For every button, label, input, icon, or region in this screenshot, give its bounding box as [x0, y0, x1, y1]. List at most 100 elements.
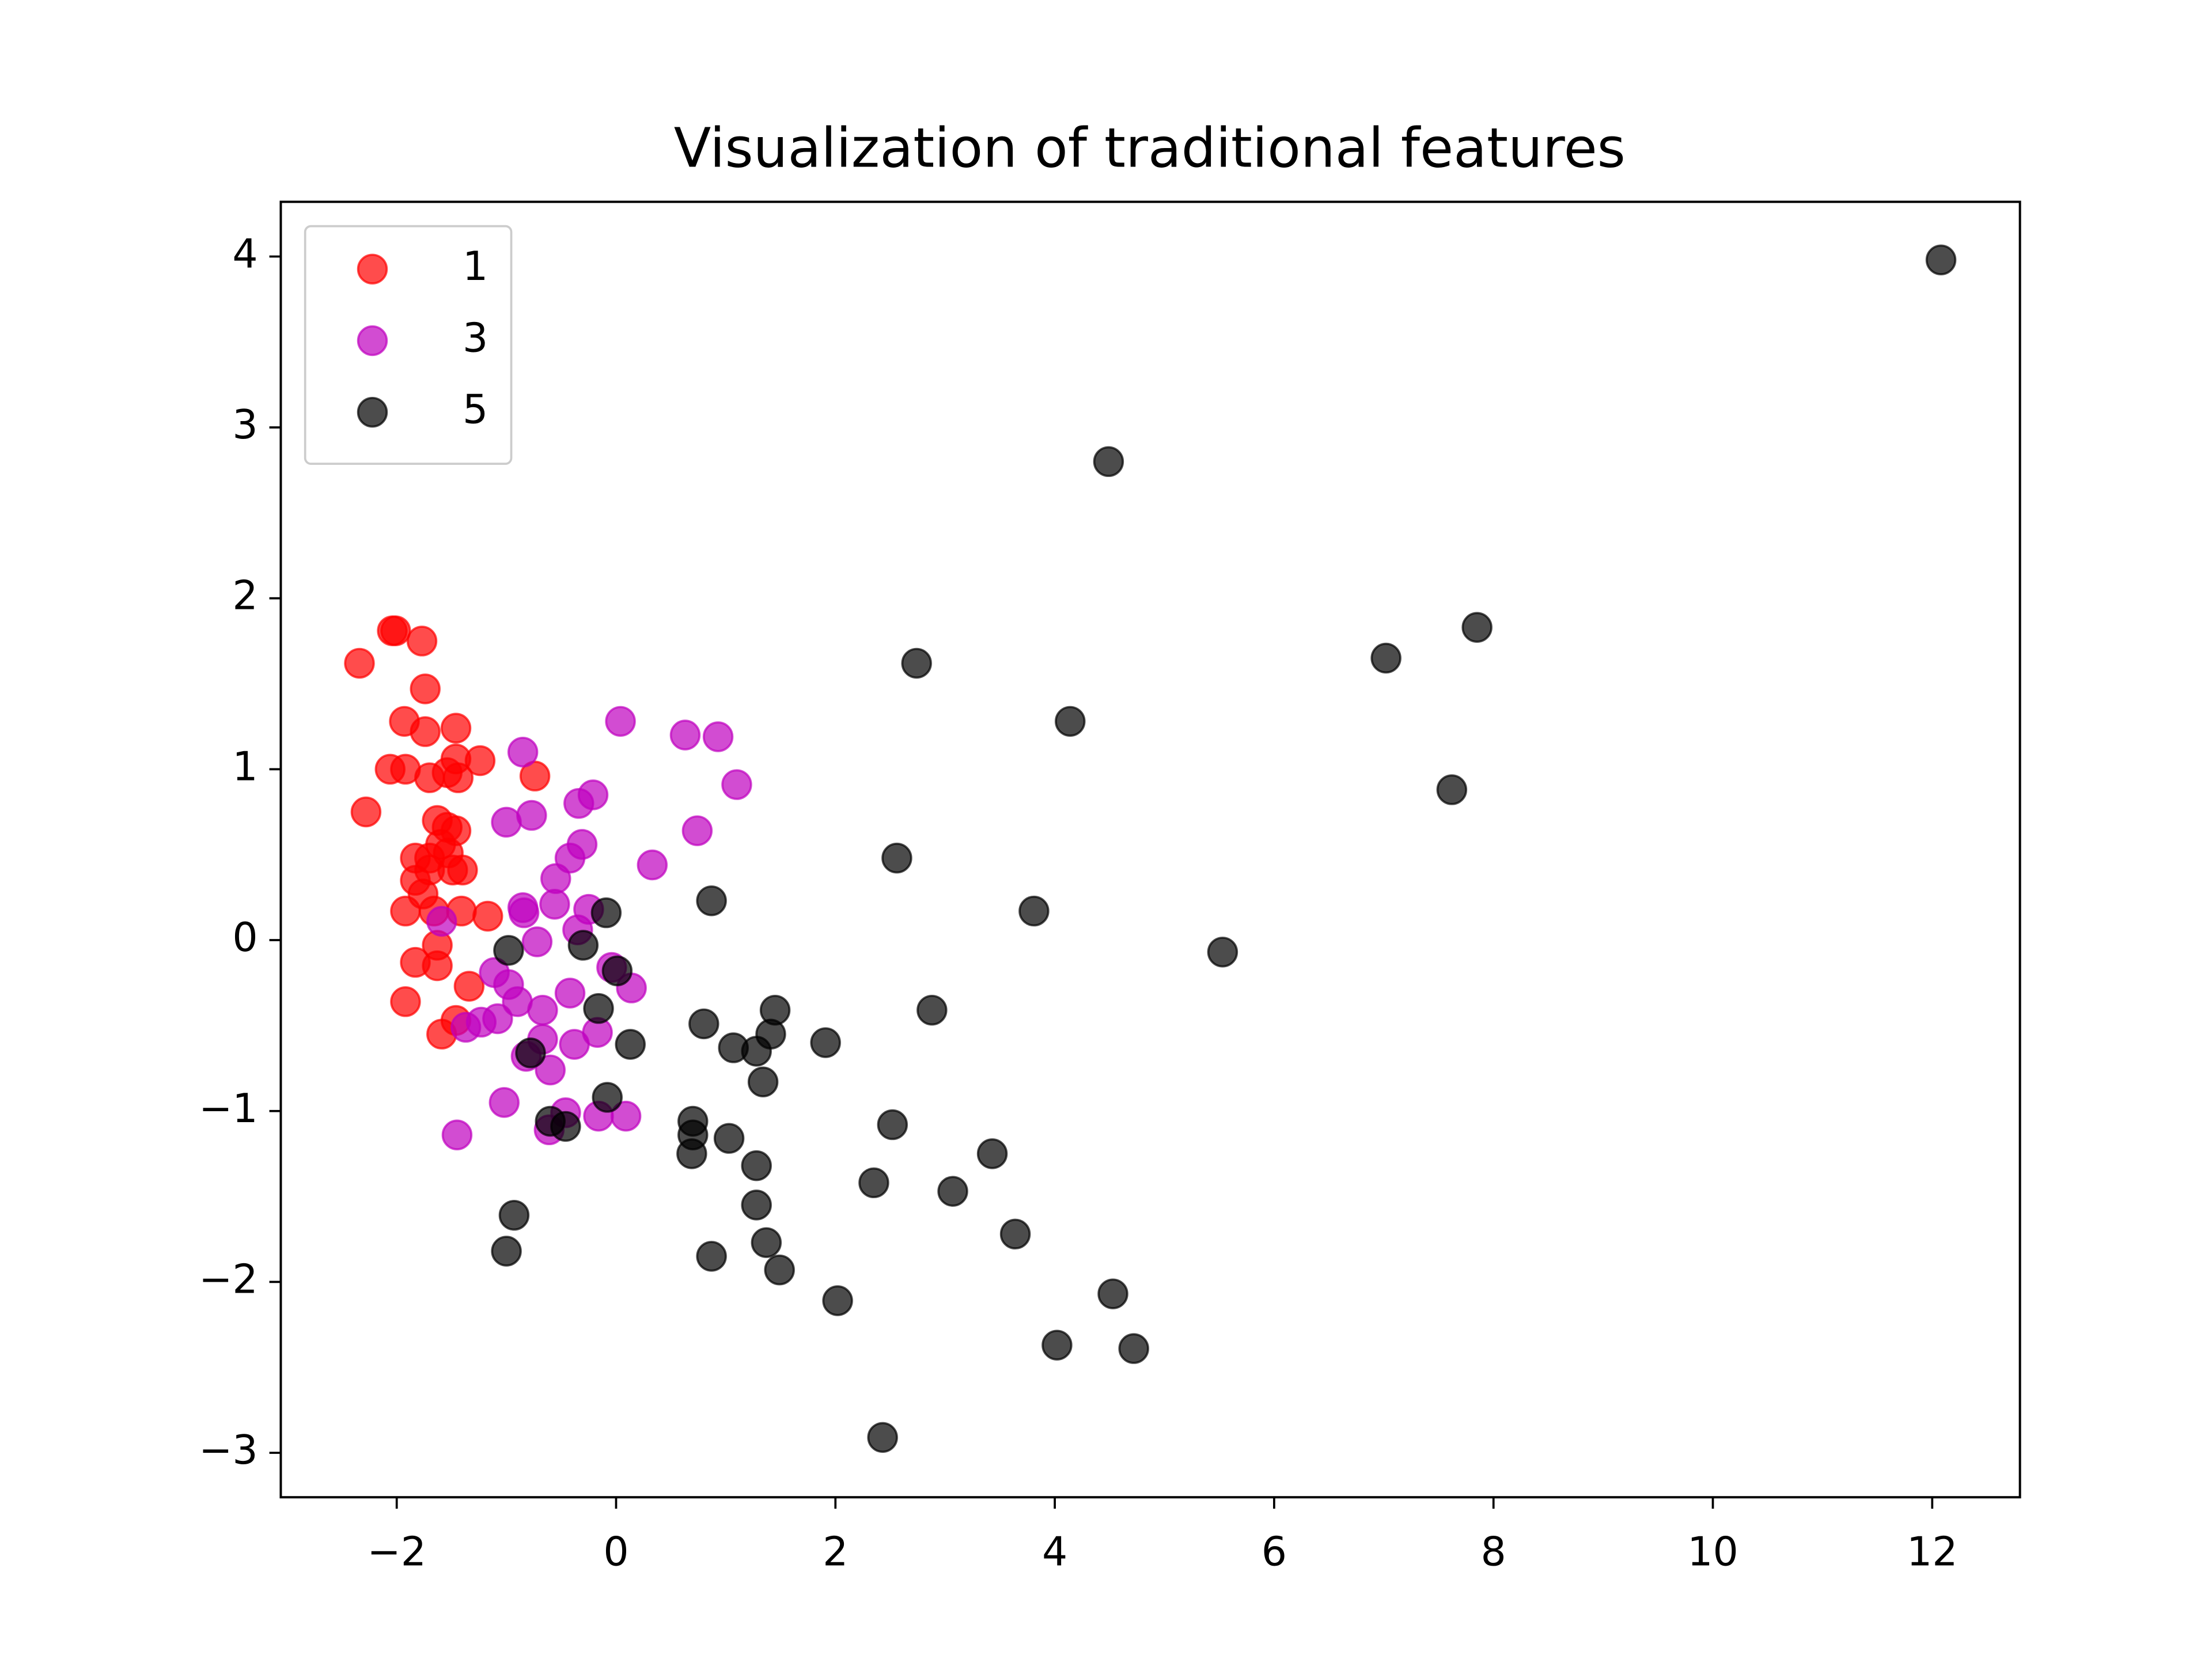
scatter-point — [539, 889, 570, 920]
scatter-point — [751, 1227, 782, 1258]
scatter-point — [390, 895, 421, 927]
scatter-point — [1097, 1278, 1128, 1309]
x-tick-label: 10 — [1687, 1529, 1738, 1575]
scatter-point — [901, 647, 932, 679]
scatter-point — [877, 1109, 908, 1141]
y-tick-label: 0 — [232, 914, 257, 961]
scatter-point — [410, 673, 441, 704]
scatter-point — [999, 1218, 1031, 1250]
legend-label: 5 — [463, 387, 488, 433]
scatter-point — [450, 1012, 482, 1043]
scatter-point — [681, 815, 713, 846]
scatter-point — [881, 842, 912, 874]
scatter-point — [527, 994, 558, 1026]
x-tick-label: −2 — [367, 1529, 426, 1575]
scatter-point — [344, 647, 375, 679]
legend-marker — [357, 325, 388, 357]
scatter-point — [592, 1082, 623, 1113]
scatter-point — [702, 721, 734, 752]
x-tick-label: 2 — [823, 1529, 848, 1575]
scatter-point — [406, 626, 438, 657]
scatter-point — [916, 994, 948, 1026]
scatter-point — [858, 1167, 889, 1199]
y-tick-label: −1 — [199, 1085, 258, 1132]
y-tick-label: 2 — [232, 573, 257, 619]
scatter-point — [867, 1422, 898, 1453]
scatter-point — [472, 900, 503, 932]
scatter-point — [447, 854, 478, 886]
scatter-point — [1118, 1333, 1149, 1364]
scatter-point — [464, 745, 496, 777]
scatter-point — [577, 779, 609, 810]
scatter-point — [540, 863, 571, 894]
scatter-point — [810, 1027, 841, 1058]
scatter-point — [493, 935, 524, 966]
scatter-point — [550, 1111, 581, 1142]
scatter-point — [1041, 1330, 1073, 1361]
legend-label: 1 — [463, 243, 488, 290]
scatter-point — [937, 1176, 968, 1207]
scatter-point — [507, 736, 539, 768]
scatter-point — [741, 1150, 772, 1181]
scatter-point — [491, 806, 522, 838]
y-tick-label: 4 — [232, 230, 257, 277]
scatter-point — [535, 1054, 566, 1086]
scatter-point — [1436, 774, 1468, 805]
scatter-point — [390, 986, 421, 1017]
legend-box — [304, 225, 513, 465]
scatter-point — [741, 1036, 772, 1067]
scatter-point — [567, 930, 599, 961]
y-tick-label: 3 — [232, 402, 257, 448]
scatter-point — [721, 769, 752, 800]
scatter-point — [521, 926, 553, 957]
y-tick-label: −2 — [199, 1256, 258, 1302]
scatter-point — [1055, 706, 1086, 737]
scatter-point — [1018, 895, 1050, 927]
legend-label: 3 — [463, 315, 488, 361]
scatter-point — [410, 716, 441, 747]
scatter-point — [637, 849, 668, 881]
x-tick-label: 4 — [1042, 1529, 1067, 1575]
scatter-point — [610, 1100, 642, 1132]
y-tick-label: −3 — [199, 1427, 258, 1474]
scatter-point — [441, 1119, 473, 1150]
scatter-point — [554, 978, 586, 1009]
plot-frame — [279, 200, 2021, 1499]
scatter-point — [1461, 612, 1493, 643]
scatter-point — [515, 1037, 546, 1069]
scatter-point — [605, 706, 636, 737]
scatter-point — [422, 950, 453, 982]
scatter-point — [976, 1138, 1008, 1169]
scatter-point — [516, 800, 547, 831]
scatter-point — [440, 713, 472, 744]
scatter-point — [1370, 642, 1402, 674]
scatter-point — [519, 760, 551, 791]
scatter-point — [713, 1123, 745, 1154]
legend-marker — [357, 253, 388, 285]
scatter-point — [615, 1029, 646, 1060]
scatter-point — [1093, 446, 1124, 478]
scatter-point — [696, 885, 727, 916]
scatter-point — [508, 897, 540, 929]
scatter-point — [669, 719, 701, 751]
scatter-point — [583, 993, 614, 1024]
scatter-point — [442, 762, 474, 793]
scatter-point — [498, 1199, 530, 1231]
scatter-point — [601, 955, 633, 987]
scatter-point — [380, 615, 411, 646]
x-tick-label: 6 — [1262, 1529, 1287, 1575]
scatter-point — [741, 1190, 772, 1221]
scatter-point — [822, 1285, 853, 1316]
x-tick-label: 12 — [1907, 1529, 1958, 1575]
scatter-point — [590, 897, 622, 929]
scatter-point — [747, 1066, 779, 1097]
chart-title: Visualization of traditional features — [674, 116, 1626, 180]
scatter-point — [1925, 244, 1957, 275]
scatter-point — [491, 1236, 522, 1267]
scatter-point — [764, 1254, 795, 1286]
scatter-point — [350, 796, 382, 828]
scatter-point — [453, 971, 485, 1002]
y-tick-label: 1 — [232, 743, 257, 790]
scatter-point — [688, 1008, 719, 1040]
